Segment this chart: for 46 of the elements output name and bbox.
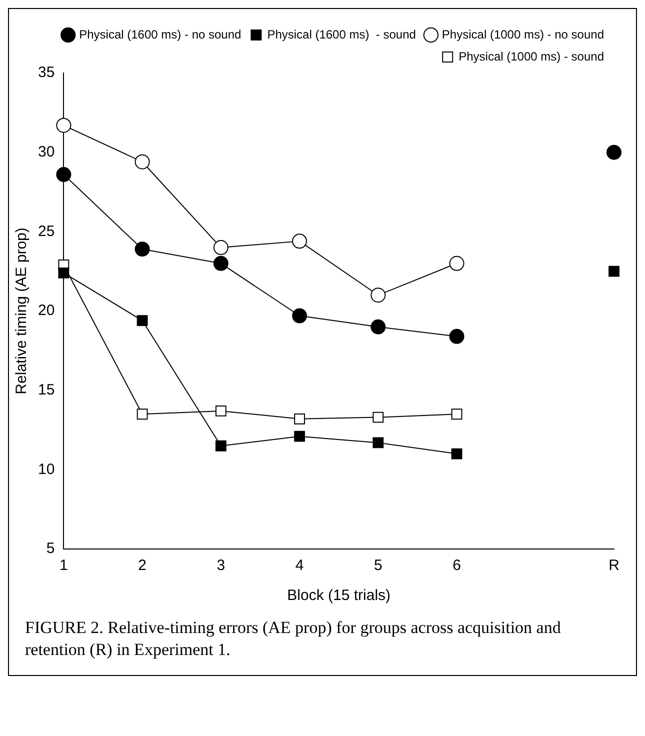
legend-label: Physical (1000 ms) - no sound (442, 27, 604, 42)
point (215, 406, 226, 416)
point (451, 448, 462, 460)
point (213, 240, 228, 256)
x-tick-label: 4 (295, 557, 304, 574)
point (136, 315, 148, 326)
point (372, 437, 384, 448)
point (213, 256, 228, 271)
x-tick-label: 3 (216, 557, 226, 574)
point (134, 242, 150, 257)
point (370, 288, 386, 303)
y-tick-label: 25 (38, 222, 55, 240)
y-tick-label: 10 (38, 460, 55, 478)
point (449, 328, 464, 344)
y-tick-label: 15 (38, 381, 55, 398)
point (294, 413, 305, 424)
point (292, 234, 308, 249)
legend-label: Physical (1600 ms) - no sound (79, 27, 242, 42)
point (451, 408, 462, 420)
point (294, 430, 305, 442)
legend-label: Physical (1000 ms) - sound (458, 49, 604, 64)
x-tick-label: 6 (452, 557, 461, 574)
point (292, 308, 308, 324)
y-axis-title: Relative timing (AE prop) (13, 228, 30, 394)
point (215, 440, 226, 452)
x-axis-title: Block (15 trials) (287, 587, 391, 604)
x-tick-label: 2 (138, 557, 146, 574)
x-tick-label: 5 (374, 557, 382, 574)
y-tick-label: 5 (46, 540, 55, 558)
point (56, 118, 72, 133)
point (372, 412, 384, 423)
caption: FIGURE 2. Relative-timing errors (AE prop) for groups across acquisition and retention (R) in Experiment 1. (24, 617, 562, 662)
x-tick-label: 1 (60, 557, 68, 574)
point (56, 167, 72, 182)
point (134, 154, 150, 170)
y-tick-label: 20 (38, 302, 55, 320)
point (606, 144, 622, 160)
y-tick-label: 30 (38, 143, 55, 160)
x-tick-label: R (608, 557, 620, 574)
point (58, 267, 70, 278)
point (136, 408, 148, 420)
legend-label: Physical (1600 ms) - sound (267, 27, 416, 42)
y-tick-label: 35 (38, 64, 55, 82)
point (449, 256, 464, 271)
point (608, 266, 620, 277)
point (370, 319, 386, 334)
